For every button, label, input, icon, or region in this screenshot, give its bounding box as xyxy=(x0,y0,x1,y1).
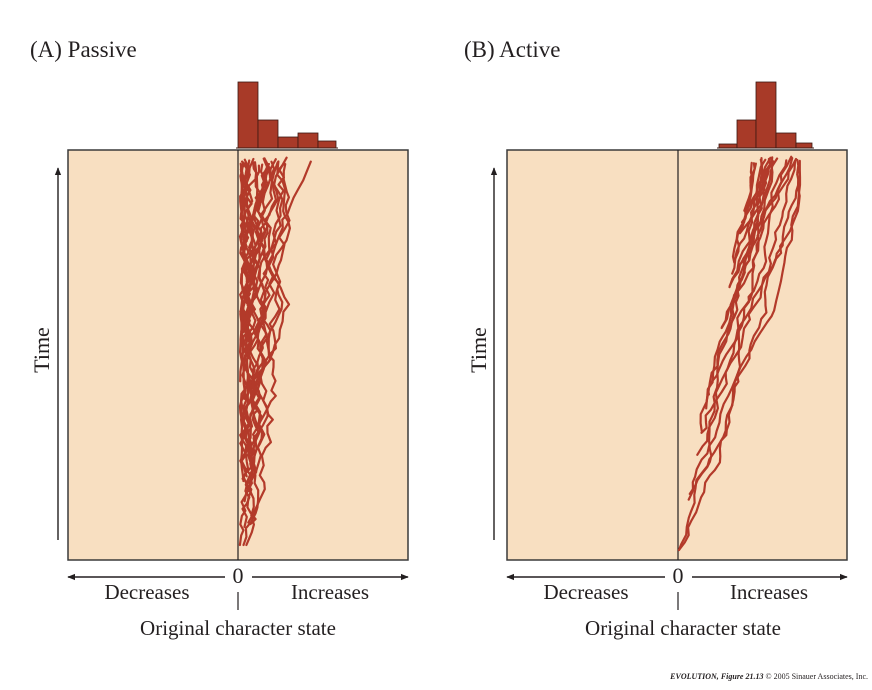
lineage-trace xyxy=(743,162,758,212)
panel-a-lineages xyxy=(238,156,312,547)
panel-b-histogram-bar xyxy=(718,143,738,149)
panel-b-histogram-bar xyxy=(795,142,813,149)
panel-a-title: (A) Passive xyxy=(30,37,137,62)
lineage-trace xyxy=(687,159,802,501)
lineage-trace xyxy=(699,157,765,433)
panel-b-histogram-bar xyxy=(736,119,757,149)
panel-a: (A) Passive Time 0 Decreases Increases O… xyxy=(29,37,409,640)
lineage-trace xyxy=(677,162,801,552)
panel-a-histogram-bar xyxy=(317,140,337,149)
panel-a-decreases-label: Decreases xyxy=(104,580,189,604)
panel-b-plot-area xyxy=(506,149,848,561)
credit-book: EVOLUTION, xyxy=(669,672,719,681)
lineage-trace xyxy=(248,163,276,486)
panel-b-histogram-bar xyxy=(775,132,797,149)
credit-copyright: © 2005 Sinauer Associates, Inc. xyxy=(763,672,868,681)
panel-b-increases-label: Increases xyxy=(730,580,808,604)
lineage-trace xyxy=(696,159,797,456)
panel-b: (B) Active Time 0 Decreases Increases Or… xyxy=(464,37,848,640)
panel-a-origin-label: Original character state xyxy=(140,616,336,640)
lineage-trace xyxy=(706,159,788,396)
panel-b-origin-label: Original character state xyxy=(585,616,781,640)
lineage-trace xyxy=(239,157,256,503)
panel-a-histogram xyxy=(236,81,338,149)
panel-b-lineages xyxy=(677,155,802,552)
panel-a-histogram-bar xyxy=(277,136,299,149)
panel-a-zero-label: 0 xyxy=(233,563,244,588)
panel-b-histogram-bar xyxy=(755,81,777,149)
panel-a-histogram-bar xyxy=(237,81,259,149)
panel-a-histogram-bar xyxy=(257,119,279,149)
lineage-trace xyxy=(239,161,252,383)
figure-credit: EVOLUTION, Figure 21.13 © 2005 Sinauer A… xyxy=(669,672,868,681)
lineage-trace xyxy=(728,158,764,287)
panel-b-decreases-label: Decreases xyxy=(543,580,628,604)
lineage-trace xyxy=(240,160,262,526)
panel-b-time-label: Time xyxy=(466,327,491,373)
panel-a-histogram-bar xyxy=(297,132,319,149)
lineage-trace xyxy=(720,156,774,330)
lineage-trace xyxy=(243,161,263,372)
panel-a-time-label: Time xyxy=(29,327,54,373)
panel-b-zero-label: 0 xyxy=(673,563,684,588)
panel-b-histogram xyxy=(717,81,814,149)
panel-b-title: (B) Active xyxy=(464,37,560,62)
credit-figure: Figure 21.13 xyxy=(719,672,764,681)
panel-a-increases-label: Increases xyxy=(291,580,369,604)
